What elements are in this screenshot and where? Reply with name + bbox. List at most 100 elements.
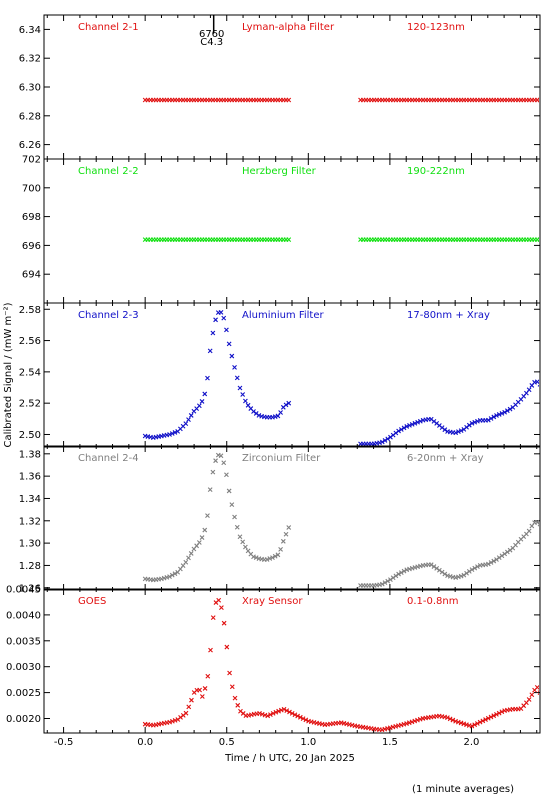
data-point	[499, 709, 505, 715]
data-point	[275, 552, 281, 558]
data-point	[224, 327, 229, 333]
data-point	[466, 569, 472, 574]
data-point	[234, 524, 240, 530]
data-point	[488, 560, 494, 565]
averaging-note: (1 minute averages)	[412, 784, 514, 795]
panel-frame	[43, 588, 541, 734]
series-points	[142, 309, 539, 446]
data-point	[268, 712, 273, 718]
data-point	[283, 531, 289, 537]
data-point	[442, 571, 448, 577]
band-label: 6-20nm + Xray	[407, 453, 484, 464]
band-label: 17-80nm + Xray	[407, 310, 490, 321]
data-point	[428, 562, 434, 568]
data-point	[480, 718, 486, 724]
data-point	[442, 427, 448, 433]
data-point	[202, 527, 208, 533]
data-point	[526, 387, 532, 393]
y-tick-label: 702	[22, 155, 41, 166]
data-point	[488, 714, 494, 720]
panel-frame	[43, 302, 541, 448]
data-point	[278, 707, 284, 713]
data-point	[208, 647, 213, 653]
chart-panels: 6.26 6.28 6.30 6.32 6.34 Channel 2-1 Lyman-alp…	[6, 14, 541, 734]
data-point	[398, 570, 404, 575]
data-point	[529, 692, 535, 698]
data-point	[202, 686, 208, 691]
x-axis: -0.5 0.0 0.5 1.0 1.5 2.0	[54, 737, 480, 748]
data-point	[257, 710, 262, 716]
x-tick-label: 0.5	[219, 737, 235, 748]
data-point	[221, 460, 227, 466]
data-point	[464, 570, 469, 576]
data-point	[537, 237, 539, 243]
y-tick-label: 6.28	[19, 111, 41, 122]
data-point	[537, 690, 539, 695]
data-point	[382, 580, 388, 586]
panel-frame	[43, 158, 541, 304]
data-point	[485, 417, 491, 423]
data-point	[199, 694, 205, 699]
data-point	[167, 574, 172, 580]
data-point	[169, 718, 175, 724]
data-point	[491, 713, 497, 719]
band-label: 190-222nm	[407, 166, 465, 177]
data-point	[303, 717, 309, 723]
panel-frame	[43, 14, 541, 160]
data-point	[219, 605, 224, 611]
y-tick-label: 2.58	[19, 305, 41, 316]
series-points	[142, 597, 539, 732]
data-point	[379, 581, 385, 587]
data-point	[202, 391, 208, 397]
y-tick-label: 6.32	[19, 54, 41, 65]
data-point	[466, 422, 472, 428]
data-point	[186, 555, 191, 561]
y-axis-label: Calibrated Signal / (mW m⁻²)	[3, 302, 14, 447]
data-point	[199, 535, 205, 540]
data-point	[447, 716, 453, 722]
data-point	[494, 413, 499, 418]
x-axis-label: Time / h UTC, 20 Jan 2025	[224, 753, 355, 764]
data-point	[197, 687, 203, 693]
data-point	[221, 620, 227, 626]
data-point	[183, 559, 189, 565]
data-point	[401, 425, 407, 431]
y-tick-label: 1.32	[19, 516, 41, 527]
panel-5: 0.0020 0.0025 0.0030 0.0035 0.0040 0.0045 GOES…	[6, 585, 541, 734]
data-point	[474, 721, 480, 726]
data-point	[226, 488, 232, 494]
data-point	[477, 719, 483, 725]
data-point	[496, 555, 502, 561]
data-point	[283, 402, 289, 408]
data-point	[393, 573, 399, 579]
data-point	[385, 436, 391, 442]
filter-label: Aluminium Filter	[242, 310, 325, 321]
filter-label: Herzberg Filter	[242, 166, 317, 177]
data-point	[232, 695, 238, 701]
data-point	[469, 420, 475, 426]
data-point	[412, 420, 418, 426]
data-point	[398, 427, 404, 432]
data-point	[491, 558, 497, 564]
data-point	[379, 439, 385, 445]
data-point	[234, 375, 240, 381]
data-point	[534, 685, 539, 690]
data-point	[461, 721, 467, 727]
data-point	[224, 472, 229, 478]
filter-label: Xray Sensor	[242, 596, 303, 607]
channel-label: Channel 2-2	[78, 166, 139, 177]
data-point	[221, 315, 227, 321]
data-point	[205, 513, 210, 518]
y-tick-label: 6.26	[19, 140, 41, 151]
panel-4: 1.26 1.28 1.30 1.32 1.34 1.36 1.38 Channel 2-4 Z…	[19, 445, 541, 594]
flare-marker-label: C4.3	[200, 37, 223, 48]
data-point	[172, 571, 178, 577]
y-tick-label: 6.34	[19, 25, 41, 36]
panel-2: 694 696 698 700 702 Channel 2-2 Herzberg Filte…	[22, 155, 541, 304]
panel-3: 2.50 2.52 2.54 2.56 2.58 Channel 2-3 Aluminium…	[19, 302, 541, 448]
data-point	[199, 399, 205, 404]
data-point	[172, 717, 178, 723]
series-points	[142, 452, 539, 588]
y-tick-label: 0.0035	[6, 636, 41, 647]
data-point	[186, 704, 192, 710]
